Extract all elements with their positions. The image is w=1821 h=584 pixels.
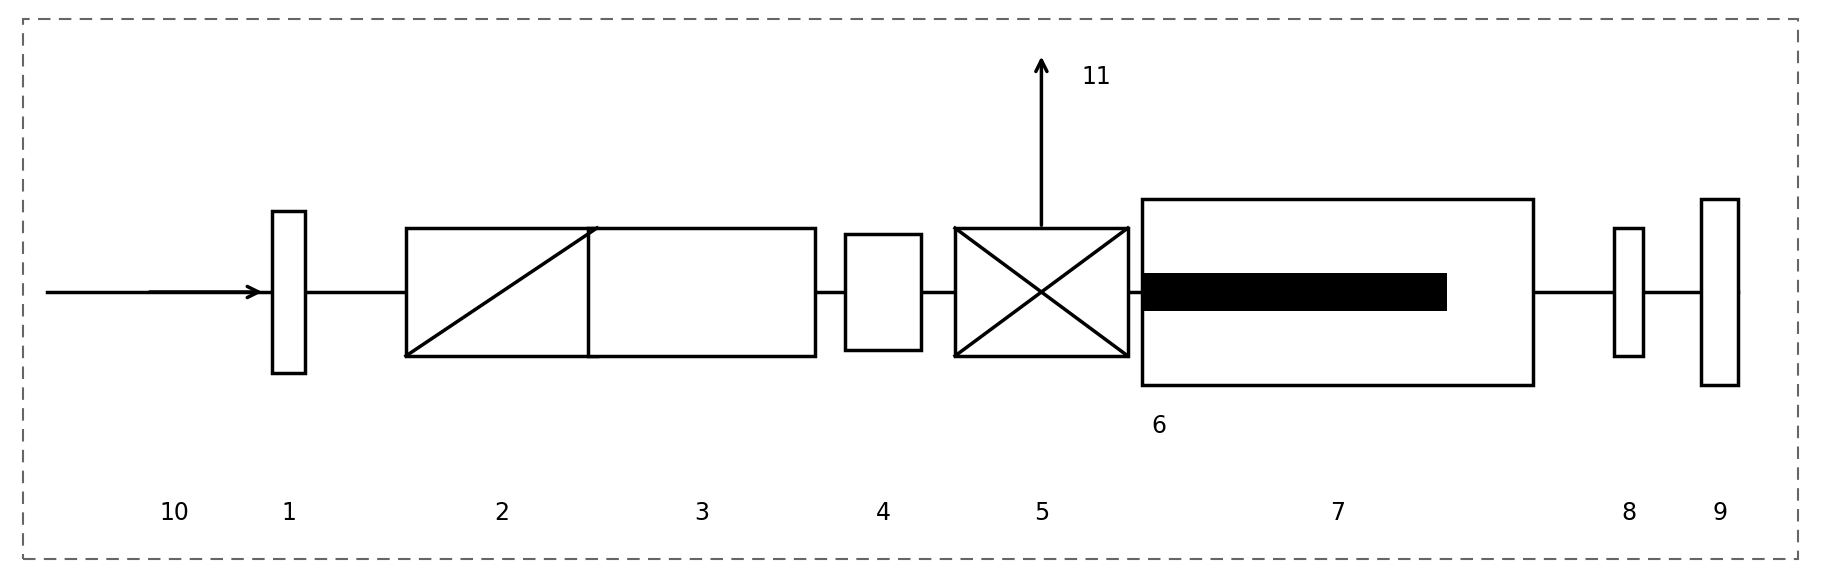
- Text: 11: 11: [1082, 65, 1111, 89]
- Text: 5: 5: [1034, 501, 1049, 525]
- Bar: [845, 234, 921, 350]
- Text: 7: 7: [1331, 501, 1346, 525]
- Bar: [406, 228, 597, 356]
- Bar: [1613, 228, 1643, 356]
- Bar: [273, 211, 306, 373]
- Text: 2: 2: [493, 501, 508, 525]
- Text: 4: 4: [876, 501, 890, 525]
- Bar: [588, 228, 816, 356]
- Bar: [1142, 273, 1448, 311]
- Text: 3: 3: [694, 501, 708, 525]
- Text: 10: 10: [158, 501, 189, 525]
- Text: 6: 6: [1151, 414, 1167, 438]
- Text: 1: 1: [280, 501, 297, 525]
- Text: 9: 9: [1712, 501, 1726, 525]
- Bar: [1142, 199, 1533, 385]
- Text: 8: 8: [1621, 501, 1637, 525]
- Bar: [1701, 199, 1737, 385]
- Bar: [954, 228, 1127, 356]
